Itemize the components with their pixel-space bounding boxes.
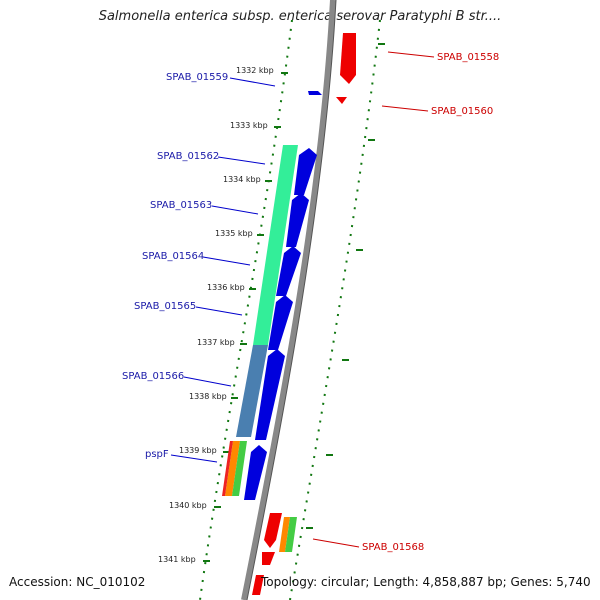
gene-label-spab-01564: SPAB_01564 bbox=[142, 251, 251, 266]
cds-arrow-spab-01558 bbox=[340, 33, 356, 84]
cog-bar-steel bbox=[236, 345, 268, 437]
gene-label-spab-01565: SPAB_01565 bbox=[134, 301, 243, 316]
accession-text: Accession: NC_010102 bbox=[9, 575, 146, 589]
cds-arrow-spab-01560 bbox=[336, 97, 347, 104]
gene-label: SPAB_01566 bbox=[122, 371, 184, 382]
tick-group-1337: 1337 kbp bbox=[197, 338, 247, 347]
cog-bar-orange bbox=[225, 441, 240, 496]
cds-arrow-spab-01566 bbox=[255, 349, 285, 440]
tick-label: 1336 kbp bbox=[207, 283, 245, 292]
tick-group-1341: 1341 kbp bbox=[158, 555, 210, 564]
cds-arrow-spab-01565 bbox=[268, 295, 293, 350]
tick-label: 1334 kbp bbox=[223, 175, 261, 184]
cds-arrow-pspf bbox=[244, 445, 267, 500]
backbone-shadow bbox=[246, 0, 337, 600]
tick-label: 1341 kbp bbox=[158, 555, 196, 564]
cds-arrow-spab-01568 bbox=[264, 513, 282, 548]
tick-group-1336: 1336 kbp bbox=[207, 283, 256, 292]
tick-label: 1332 kbp bbox=[236, 66, 274, 75]
tick-group-1333: 1333 kbp bbox=[230, 121, 281, 130]
gene-label-spab-01568: SPAB_01568 bbox=[312, 538, 424, 553]
map-title: Salmonella enterica subsp. enterica sero… bbox=[98, 9, 502, 24]
gene-label-spab-01566: SPAB_01566 bbox=[122, 371, 232, 387]
topology-text: Topology: circular; Length: 4,858,887 bp… bbox=[261, 575, 591, 589]
gene-label: SPAB_01560 bbox=[431, 106, 493, 117]
tick-group-1335: 1335 kbp bbox=[215, 229, 264, 238]
gene-label: SPAB_01558 bbox=[437, 52, 499, 63]
tick-label: 1337 kbp bbox=[197, 338, 235, 347]
gene-label: SPAB_01562 bbox=[157, 151, 219, 162]
cog-bar-lime bbox=[232, 441, 247, 496]
cog-bar-orange-right bbox=[279, 517, 290, 552]
tick-group-1340: 1340 kbp bbox=[169, 501, 221, 510]
cds-arrow-spab-01563 bbox=[286, 193, 309, 247]
tick-group-1334: 1334 kbp bbox=[223, 175, 272, 184]
cds-arrow-small-red-2 bbox=[252, 575, 264, 595]
tick-label: 1340 kbp bbox=[169, 501, 207, 510]
cog-bar-red-small bbox=[222, 441, 233, 496]
cds-arrow-spab-01562 bbox=[294, 148, 317, 195]
gene-label: SPAB_01564 bbox=[142, 251, 204, 262]
cds-arrow-spab-01559 bbox=[308, 91, 322, 95]
gene-label: SPAB_01568 bbox=[362, 542, 424, 553]
gene-label: SPAB_01563 bbox=[150, 200, 212, 211]
gene-label: pspF bbox=[145, 449, 169, 460]
right-dotted-track bbox=[289, 19, 381, 600]
tick-group-1338: 1338 kbp bbox=[189, 392, 238, 401]
gene-label-spab-01559: SPAB_01559 bbox=[166, 72, 276, 87]
tick-group-1332: 1332 kbp bbox=[236, 66, 288, 75]
gene-label: SPAB_01565 bbox=[134, 301, 196, 312]
gene-label-spab-01563: SPAB_01563 bbox=[150, 200, 259, 215]
gene-label-spab-01562: SPAB_01562 bbox=[157, 151, 266, 165]
cog-bar-green bbox=[253, 145, 298, 345]
cds-arrow-spab-01564 bbox=[276, 246, 301, 296]
backbone bbox=[241, 0, 336, 600]
cds-arrow-small-red bbox=[262, 552, 275, 565]
tick-label: 1339 kbp bbox=[179, 446, 217, 455]
gene-label-pspf: pspF bbox=[145, 449, 218, 463]
gene-label-spab-01558: SPAB_01558 bbox=[387, 51, 499, 63]
gene-label: SPAB_01559 bbox=[166, 72, 228, 83]
cog-bar-lime-right bbox=[285, 517, 297, 552]
tick-label: 1338 kbp bbox=[189, 392, 227, 401]
tick-group-1339: 1339 kbp bbox=[179, 446, 230, 455]
tick-label: 1335 kbp bbox=[215, 229, 253, 238]
gene-label-spab-01560: SPAB_01560 bbox=[381, 105, 493, 117]
tick-label: 1333 kbp bbox=[230, 121, 268, 130]
